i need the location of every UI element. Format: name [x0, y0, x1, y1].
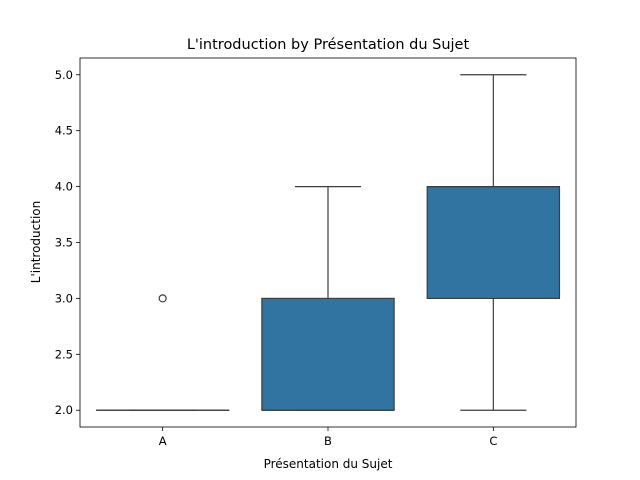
y-tick-label: 4.0: [55, 180, 73, 194]
x-tick-label: A: [159, 434, 167, 448]
y-tick-label: 5.0: [55, 68, 73, 82]
box-body: [261, 297, 395, 411]
plot-frame: [79, 57, 577, 428]
y-tick-label: 3.0: [55, 291, 73, 305]
x-tick-label: B: [324, 434, 332, 448]
box-C: [426, 74, 561, 411]
box-B: [261, 185, 395, 411]
boxes: [95, 74, 561, 411]
chart-title: L'introduction by Présentation du Sujet: [187, 37, 470, 53]
y-axis: 2.0 2.5 3.0 3.5 4.0 4.5 5.0: [55, 68, 80, 417]
y-tick-label: 2.5: [55, 347, 73, 361]
box-body: [426, 185, 561, 300]
outlier-point: [158, 294, 167, 303]
y-tick-label: 2.0: [55, 403, 73, 417]
y-axis-label: L'introduction: [29, 201, 43, 283]
box-A: [95, 294, 230, 411]
y-tick-label: 3.5: [55, 236, 73, 250]
x-axis: A B C: [159, 427, 497, 448]
x-axis-label: Présentation du Sujet: [264, 457, 393, 471]
y-tick-label: 4.5: [55, 124, 73, 138]
x-tick-label: C: [489, 434, 497, 448]
